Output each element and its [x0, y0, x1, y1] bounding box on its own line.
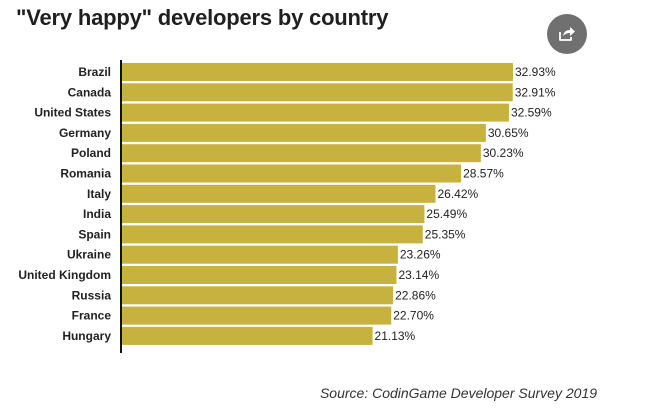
category-label: United Kingdom: [18, 268, 111, 282]
bar-germany: [121, 123, 486, 142]
value-label: 32.91%: [515, 85, 556, 99]
category-label: Hungary: [62, 329, 111, 343]
bar-russia: [121, 286, 394, 305]
category-label: Poland: [71, 146, 111, 160]
bar-canada: [121, 83, 513, 102]
bar-italy: [121, 184, 436, 203]
category-label: Spain: [78, 227, 111, 241]
share-button[interactable]: [547, 14, 587, 54]
share-icon: [559, 27, 575, 41]
category-label: Germany: [59, 126, 111, 140]
value-label: 30.65%: [488, 126, 529, 140]
category-label: Russia: [72, 288, 112, 302]
value-label: 32.59%: [511, 106, 552, 120]
bar-spain: [121, 225, 423, 244]
value-label: 25.35%: [425, 227, 466, 241]
chart-title: "Very happy" developers by country: [16, 5, 389, 30]
bar-ukraine: [121, 245, 398, 264]
category-label: Ukraine: [67, 248, 111, 262]
value-label: 32.93%: [515, 65, 556, 79]
bar-poland: [121, 144, 481, 163]
value-label: 22.86%: [395, 288, 436, 302]
category-label: Romania: [60, 167, 111, 181]
value-label: 25.49%: [426, 207, 467, 221]
value-label: 22.70%: [393, 309, 434, 323]
bar-france: [121, 306, 392, 325]
bar-united-kingdom: [121, 266, 397, 284]
bar-hungary: [121, 326, 373, 345]
value-label: 26.42%: [438, 187, 479, 201]
bar-chart: Brazil 32.93% Canada 32.91% United States 32.…: [18, 60, 556, 353]
category-label: Canada: [68, 85, 112, 99]
category-label: Brazil: [78, 65, 111, 79]
source-note: Source: CodinGame Developer Survey 2019: [319, 385, 597, 401]
value-label: 21.13%: [375, 329, 416, 343]
bar-brazil: [121, 63, 513, 81]
value-label: 30.23%: [483, 146, 524, 160]
value-label: 23.14%: [398, 268, 439, 282]
bar-united-states: [121, 103, 509, 122]
value-label: 28.57%: [463, 167, 504, 181]
value-label: 23.26%: [400, 248, 441, 262]
category-label: France: [72, 309, 112, 323]
category-label: Italy: [87, 187, 111, 201]
bar-india: [121, 205, 425, 224]
category-label: United States: [34, 106, 111, 120]
bar-romania: [121, 164, 462, 183]
category-label: India: [83, 207, 111, 221]
